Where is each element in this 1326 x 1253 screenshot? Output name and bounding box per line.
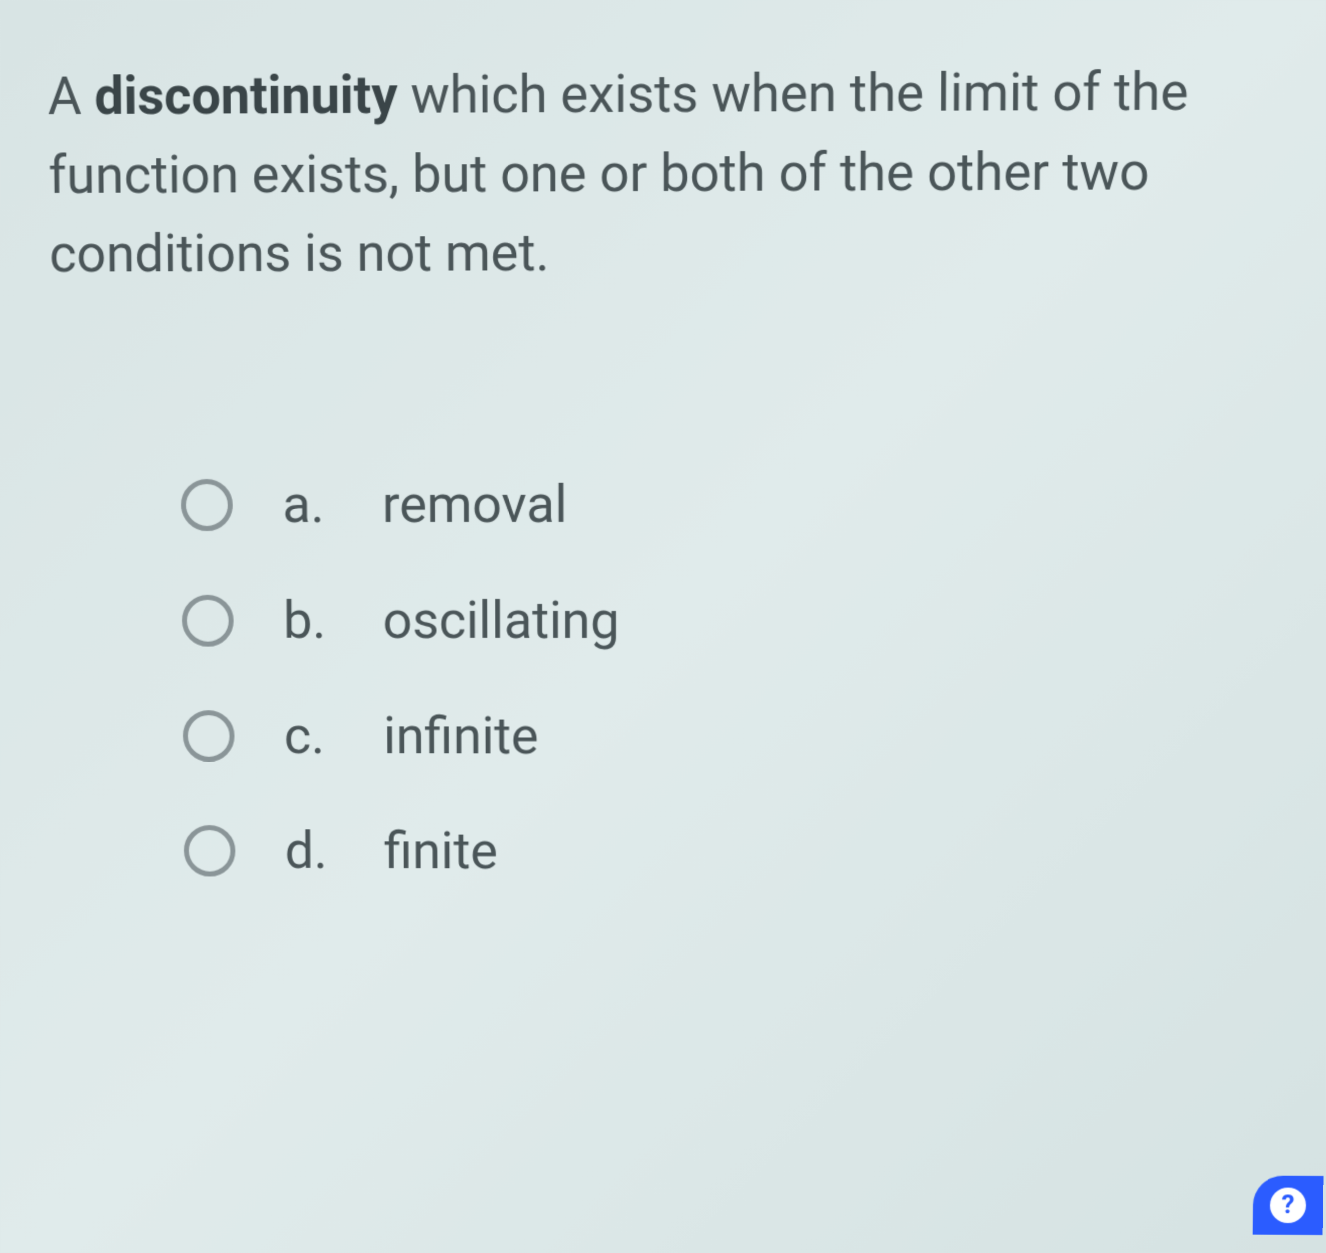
option-letter: b. — [283, 590, 363, 651]
option-letter: c. — [284, 705, 364, 766]
radio-icon[interactable] — [184, 825, 236, 876]
option-letter: d. — [285, 820, 365, 881]
option-a[interactable]: a. removal — [181, 473, 1281, 535]
options-list: a. removal b. oscillating c. infinite d.… — [52, 473, 1281, 883]
option-text: finite — [384, 821, 498, 882]
option-d[interactable]: d. finite — [184, 820, 1277, 883]
question-prefix: A — [47, 65, 94, 127]
radio-icon[interactable] — [182, 594, 234, 646]
option-b[interactable]: b. oscillating — [182, 590, 1280, 652]
question-container: A discontinuity which exists when the li… — [47, 52, 1285, 883]
option-text: removal — [382, 474, 567, 535]
option-text: oscillating — [383, 590, 620, 651]
question-bold-term: discontinuity — [94, 64, 398, 127]
help-icon: ? — [1270, 1187, 1306, 1223]
help-button[interactable]: ? — [1253, 1176, 1324, 1235]
option-c[interactable]: c. infinite — [183, 705, 1279, 767]
option-text: infinite — [383, 705, 538, 766]
radio-icon[interactable] — [183, 710, 235, 762]
question-prompt: A discontinuity which exists when the li… — [47, 52, 1285, 294]
radio-icon[interactable] — [181, 479, 233, 531]
option-letter: a. — [282, 474, 362, 535]
